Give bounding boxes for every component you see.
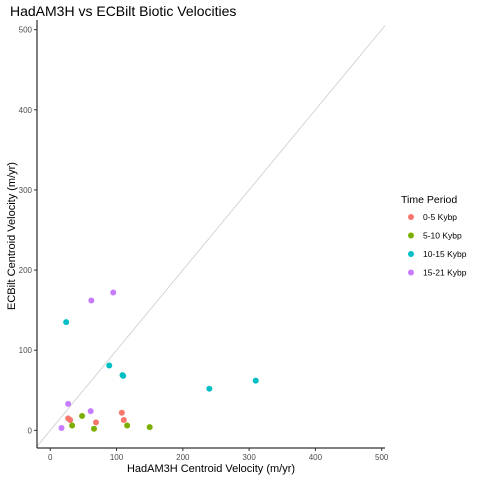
- x-tick-label: 0: [48, 453, 53, 462]
- data-point: [67, 416, 74, 423]
- data-points: [58, 289, 259, 432]
- data-point: [206, 385, 213, 392]
- legend-label: 5-10 Kybp: [423, 231, 462, 241]
- legend-label: 15-21 Kybp: [423, 268, 467, 278]
- y-axis-ticks: 0 100 200 300 400 500: [19, 26, 37, 435]
- identity-reference-line: [36, 25, 386, 447]
- data-point: [118, 409, 125, 416]
- data-point: [252, 377, 259, 384]
- x-tick-label: 200: [176, 453, 190, 462]
- y-tick-label: 100: [19, 346, 33, 355]
- y-tick-label: 300: [19, 186, 33, 195]
- y-tick-label: 400: [19, 106, 33, 115]
- data-point: [92, 419, 99, 426]
- data-point: [120, 372, 127, 379]
- data-point: [63, 319, 70, 326]
- x-axis-title: HadAM3H Centroid Velocity (m/yr): [127, 463, 295, 475]
- y-axis-title: ECBilt Centroid Velocity (m/yr): [6, 162, 18, 310]
- x-tick-label: 400: [309, 453, 323, 462]
- data-point: [106, 362, 113, 369]
- data-point: [65, 400, 72, 407]
- legend-key: [408, 269, 414, 276]
- data-point: [91, 425, 98, 432]
- data-point: [88, 297, 95, 304]
- legend-title: Time Period: [401, 194, 457, 206]
- data-point: [87, 408, 94, 415]
- y-tick-label: 0: [28, 426, 33, 435]
- data-point: [58, 424, 65, 431]
- legend: Time Period 0-5 Kybp 5-10 Kybp 10-15 Kybp 1…: [401, 194, 467, 278]
- legend-label: 10-15 Kybp: [423, 249, 467, 259]
- legend-key: [408, 232, 414, 239]
- y-tick-label: 200: [19, 266, 33, 275]
- axes: 0 100 200 300 400 500 0 100 200 300 400 500: [19, 20, 389, 462]
- x-tick-label: 500: [375, 453, 389, 462]
- legend-items: 0-5 Kybp 5-10 Kybp 10-15 Kybp 15-21 Kybp: [408, 212, 467, 278]
- data-point: [110, 289, 117, 296]
- data-point: [120, 416, 127, 423]
- legend-key: [408, 251, 414, 257]
- x-tick-label: 100: [110, 453, 124, 462]
- legend-label: 0-5 Kybp: [423, 212, 457, 222]
- x-tick-label: 300: [242, 453, 256, 462]
- chart-title: HadAM3H vs ECBilt Biotic Velocities: [10, 3, 236, 19]
- data-point: [79, 412, 86, 419]
- data-point: [146, 424, 153, 431]
- legend-key: [408, 214, 414, 220]
- data-point: [69, 422, 76, 429]
- plot-area: [36, 25, 386, 447]
- y-tick-label: 500: [19, 26, 33, 35]
- data-point: [124, 422, 131, 429]
- x-axis-ticks: 0 100 200 300 400 500: [48, 448, 389, 462]
